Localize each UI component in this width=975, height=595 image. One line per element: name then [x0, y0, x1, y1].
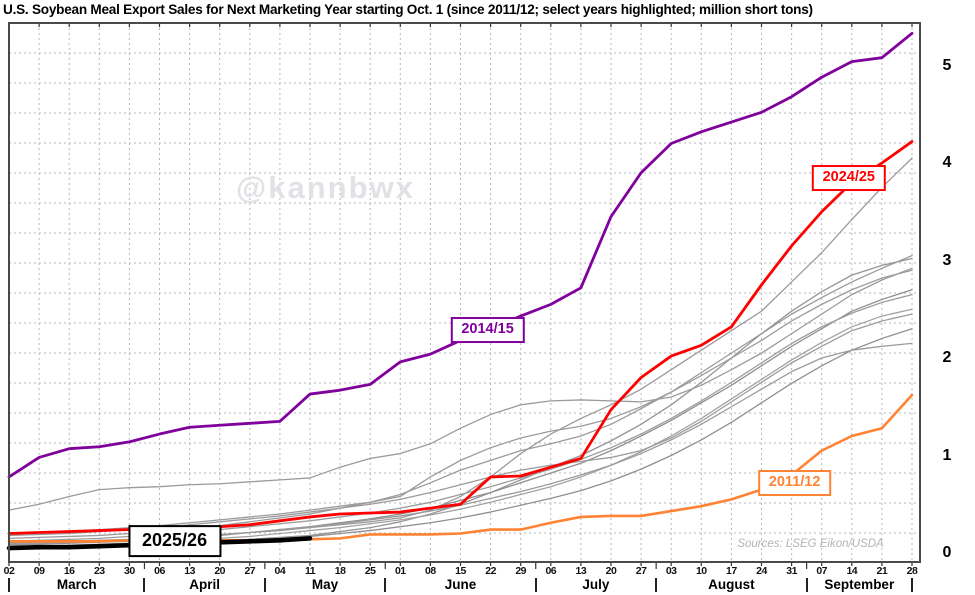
series-label-2014-15: 2014/15: [450, 316, 525, 343]
month-separator: [805, 578, 808, 592]
month-separator: [384, 578, 387, 592]
month-separator: [911, 578, 913, 592]
x-tick-label: 27: [244, 565, 256, 577]
y-axis-label: 5: [942, 56, 952, 74]
series-line-unlabeled-1: [8, 267, 913, 511]
month-label: September: [824, 577, 895, 592]
month-separator: [143, 578, 146, 592]
x-tick-label: 10: [695, 565, 707, 577]
x-tick-label: 09: [33, 565, 45, 577]
x-tick-label: 04: [274, 565, 286, 577]
plot-frame: [8, 22, 921, 563]
source-note: Sources: LSEG Eikon/USDA: [737, 538, 884, 550]
month-label: March: [56, 577, 97, 592]
x-tick-label: 25: [364, 565, 376, 577]
x-tick-label: 28: [906, 565, 918, 577]
month-label: June: [444, 577, 477, 592]
x-tick-label: 16: [63, 565, 75, 577]
x-tick-label: 15: [455, 565, 466, 577]
x-tick-label: 20: [214, 565, 226, 577]
y-axis-label: 4: [942, 154, 952, 171]
x-tick-label: 20: [605, 565, 617, 577]
y-axis-label: 0: [942, 544, 952, 561]
x-tick-label: 23: [93, 565, 105, 577]
series-label-2024-25: 2024/25: [811, 164, 886, 191]
x-tick-label: 06: [154, 565, 165, 577]
x-tick-label: 03: [665, 565, 677, 577]
x-tick-label: 08: [425, 565, 436, 577]
month-separator: [8, 578, 10, 592]
month-separator: [263, 578, 266, 592]
x-tick-label: 07: [816, 565, 828, 577]
x-tick-label: 06: [545, 565, 557, 577]
y-axis-label: 1: [942, 446, 952, 464]
month-separator: [655, 578, 658, 592]
x-tick-label: 11: [304, 565, 316, 577]
x-tick-label: 30: [124, 565, 135, 577]
x-tick-label: 18: [334, 565, 346, 577]
x-tick-label: 24: [756, 565, 767, 577]
x-tick-label: 01: [394, 565, 406, 577]
month-label: July: [582, 577, 610, 592]
y-axis-label: 3: [942, 251, 952, 269]
month-label: April: [189, 577, 221, 592]
page-title: U.S. Soybean Meal Export Sales for Next …: [3, 2, 813, 17]
x-tick-label: 21: [876, 565, 888, 577]
month-label: August: [708, 577, 755, 592]
x-tick-label: 22: [485, 565, 496, 577]
x-tick-label: 29: [515, 565, 527, 577]
x-tick-label: 31: [786, 565, 797, 577]
watermark: @kannbwx: [236, 170, 415, 205]
x-tick-label: 27: [635, 565, 647, 577]
y-axis-label: 2: [942, 349, 952, 366]
series-label-2011-12: 2011/12: [757, 469, 832, 496]
x-tick-label: 13: [184, 565, 195, 577]
x-tick-label: 02: [3, 565, 15, 577]
x-tick-label: 13: [575, 565, 587, 577]
x-tick-label: 14: [846, 565, 858, 577]
month-separator: [534, 578, 537, 592]
month-label: May: [311, 577, 339, 592]
series-label-2025-26: 2025/26: [128, 525, 222, 558]
x-tick-label: 17: [726, 565, 737, 577]
